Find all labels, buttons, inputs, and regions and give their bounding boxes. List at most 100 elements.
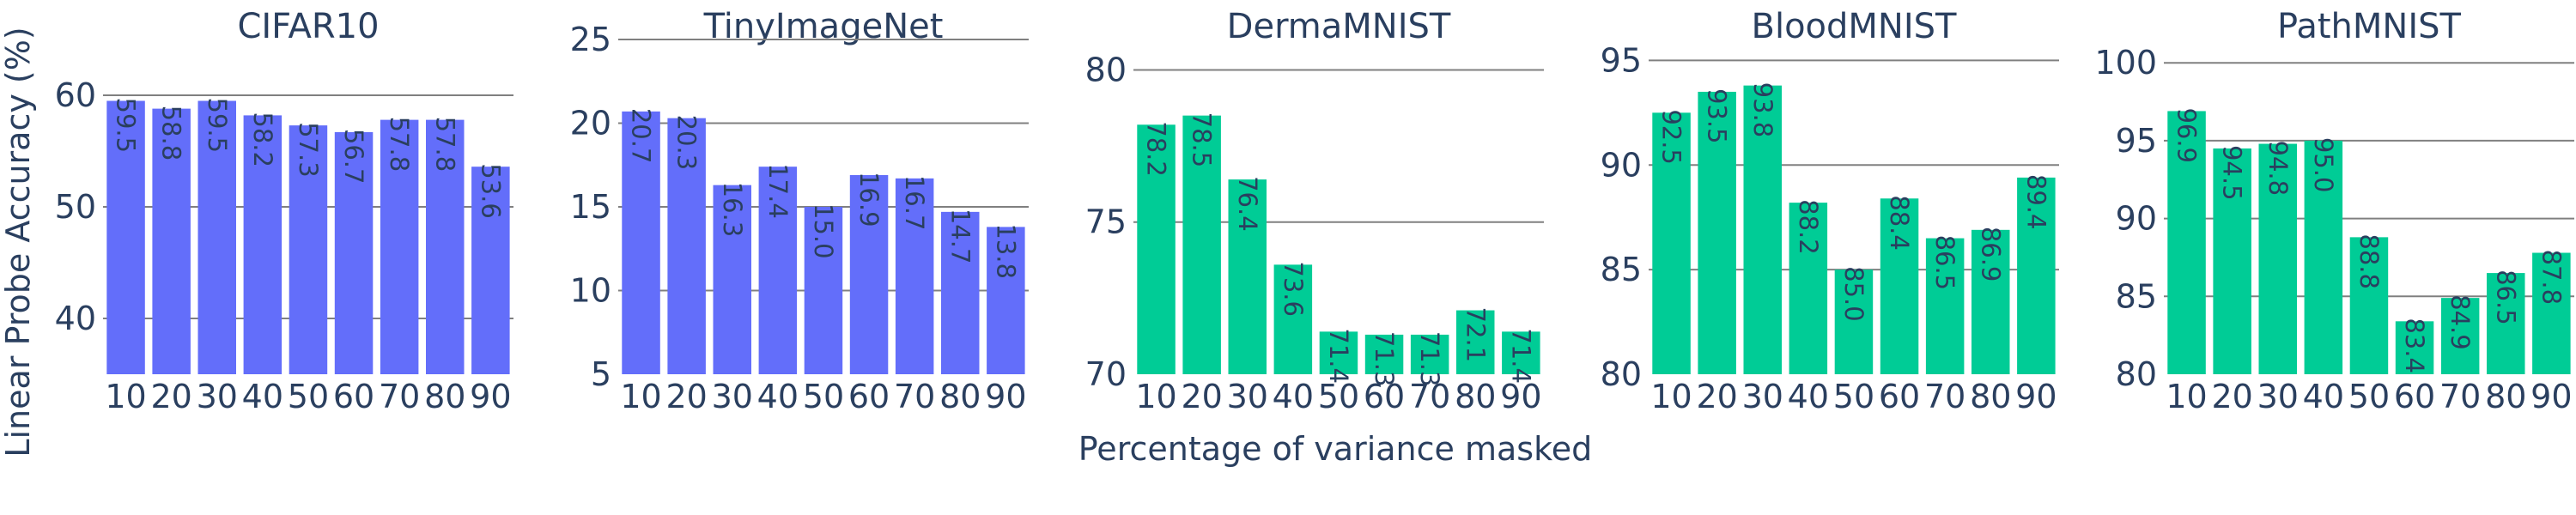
- bar-pathmnist-30: [2258, 143, 2297, 374]
- value-label: 20.7: [627, 108, 656, 164]
- bar-dermamnist-30: [1228, 179, 1267, 374]
- x-tick-label: 70: [894, 378, 935, 415]
- bar-tinyimagenet-10: [622, 111, 660, 374]
- x-tick-label: 80: [1970, 378, 2011, 415]
- value-label: 14.7: [945, 209, 975, 264]
- x-tick-label: 90: [985, 378, 1026, 415]
- x-tick-label: 20: [665, 378, 707, 415]
- bar-pathmnist-90: [2532, 252, 2571, 374]
- value-label: 93.8: [1748, 82, 1777, 138]
- y-tick-label: 80: [1601, 355, 1642, 393]
- bar-tinyimagenet-20: [667, 118, 706, 374]
- bar-bloodmnist-90: [2017, 177, 2056, 374]
- y-axis-label: Linear Probe Accuracy (%): [0, 27, 37, 457]
- x-tick-label: 10: [620, 378, 661, 415]
- y-tick-label: 95: [2116, 122, 2157, 160]
- x-tick-label: 60: [848, 378, 890, 415]
- bar-bloodmnist-70: [1925, 238, 1965, 374]
- bar-bloodmnist-60: [1880, 198, 1919, 374]
- bar-cifar10-80: [426, 119, 465, 374]
- value-label: 71.3: [1415, 331, 1444, 387]
- bar-dermamnist-90: [1502, 331, 1540, 374]
- x-tick-label: 70: [1409, 378, 1450, 415]
- panel-bloodmnist: BloodMNIST 92.5 93.5 93.8 88.2 85.0 88.4 86.5 86…: [1601, 7, 2059, 415]
- value-label: 96.9: [2172, 107, 2202, 163]
- bar-tinyimagenet-90: [987, 227, 1025, 374]
- bar-dermamnist-80: [1456, 310, 1495, 374]
- x-tick-label: 10: [105, 378, 146, 415]
- panel-title-tinyimagenet: TinyImageNet: [703, 7, 944, 46]
- value-label: 86.9: [1976, 227, 2005, 282]
- panel-tinyimagenet: TinyImageNet 20.7 20.3 16.3 17.4 15.0 16.9 16.7…: [570, 7, 1029, 415]
- bar-dermamnist-10: [1137, 124, 1176, 375]
- panel-pathmnist: PathMNIST 96.9 94.5 94.8 95.0 88.8 83.4 84.9 86.…: [2094, 7, 2574, 415]
- bar-pathmnist-50: [2349, 237, 2389, 374]
- bar-tinyimagenet-80: [941, 211, 980, 374]
- x-tick-label: 60: [1364, 378, 1405, 415]
- value-label: 15.0: [809, 203, 838, 259]
- value-label: 85.0: [1839, 266, 1868, 322]
- bar-cifar10-20: [152, 108, 191, 374]
- value-label: 58.2: [248, 112, 277, 167]
- panel-title-cifar10: CIFAR10: [237, 7, 379, 46]
- x-tick-label: 30: [712, 378, 753, 415]
- x-tick-label: 80: [939, 378, 981, 415]
- value-label: 56.7: [339, 129, 368, 185]
- value-label: 78.2: [1142, 121, 1171, 177]
- x-tick-label: 50: [288, 378, 329, 415]
- value-label: 89.4: [2021, 174, 2050, 230]
- bar-bloodmnist-20: [1698, 91, 1736, 374]
- value-label: 73.6: [1279, 261, 1308, 317]
- value-label: 20.3: [672, 115, 702, 171]
- bar-tinyimagenet-50: [804, 207, 843, 374]
- bar-bloodmnist-30: [1743, 85, 1782, 374]
- x-tick-label: 30: [1227, 378, 1268, 415]
- bar-tinyimagenet-60: [849, 174, 889, 374]
- value-label: 71.3: [1370, 331, 1399, 387]
- value-label: 94.8: [2263, 141, 2293, 197]
- bar-pathmnist-10: [2167, 111, 2206, 374]
- value-label: 87.8: [2537, 250, 2566, 306]
- x-tick-label: 20: [1181, 378, 1222, 415]
- bar-bloodmnist-80: [1971, 229, 2010, 374]
- x-tick-label: 80: [424, 378, 465, 415]
- y-tick-label: 90: [2116, 200, 2157, 238]
- x-tick-label: 80: [1455, 378, 1496, 415]
- bar-cifar10-50: [289, 125, 328, 374]
- bar-cifar10-40: [243, 115, 283, 374]
- x-tick-label: 50: [1318, 378, 1359, 415]
- bar-dermamnist-70: [1410, 334, 1449, 374]
- value-label: 57.8: [385, 117, 414, 173]
- x-tick-label: 20: [1696, 378, 1737, 415]
- value-label: 86.5: [2491, 270, 2520, 325]
- value-label: 88.8: [2354, 233, 2384, 289]
- x-tick-label: 60: [333, 378, 374, 415]
- y-tick-label: 80: [1085, 51, 1127, 88]
- value-label: 16.7: [900, 175, 929, 231]
- x-tick-label: 90: [2015, 378, 2057, 415]
- panel-cifar10: CIFAR10 59.5 58.8 59.5 58.2 57.3 56.7 57.8 57.8 5…: [55, 7, 513, 415]
- y-tick-label: 85: [1601, 251, 1642, 288]
- y-tick-label: 60: [55, 76, 96, 114]
- bar-pathmnist-40: [2304, 140, 2343, 374]
- value-label: 92.5: [1657, 109, 1686, 165]
- y-tick-label: 95: [1601, 41, 1642, 79]
- x-tick-label: 90: [470, 378, 511, 415]
- y-tick-label: 100: [2094, 44, 2157, 82]
- x-tick-label: 40: [242, 378, 283, 415]
- bar-dermamnist-40: [1273, 264, 1313, 374]
- value-label: 16.9: [854, 172, 884, 227]
- x-tick-label: 50: [2348, 378, 2390, 415]
- value-label: 83.4: [2400, 318, 2429, 373]
- y-tick-label: 80: [2116, 355, 2157, 393]
- x-tick-label: 30: [197, 378, 238, 415]
- y-tick-label: 20: [570, 105, 611, 142]
- bar-bloodmnist-50: [1834, 270, 1874, 374]
- value-label: 88.4: [1885, 195, 1914, 251]
- value-label: 94.5: [2218, 145, 2247, 201]
- bar-pathmnist-70: [2440, 298, 2480, 374]
- bar-tinyimagenet-40: [758, 167, 798, 374]
- bar-cifar10-70: [380, 119, 419, 374]
- panel-dermamnist: DermaMNIST 78.2 78.5 76.4 73.6 71.4 71.3 71.3 72…: [1085, 7, 1544, 415]
